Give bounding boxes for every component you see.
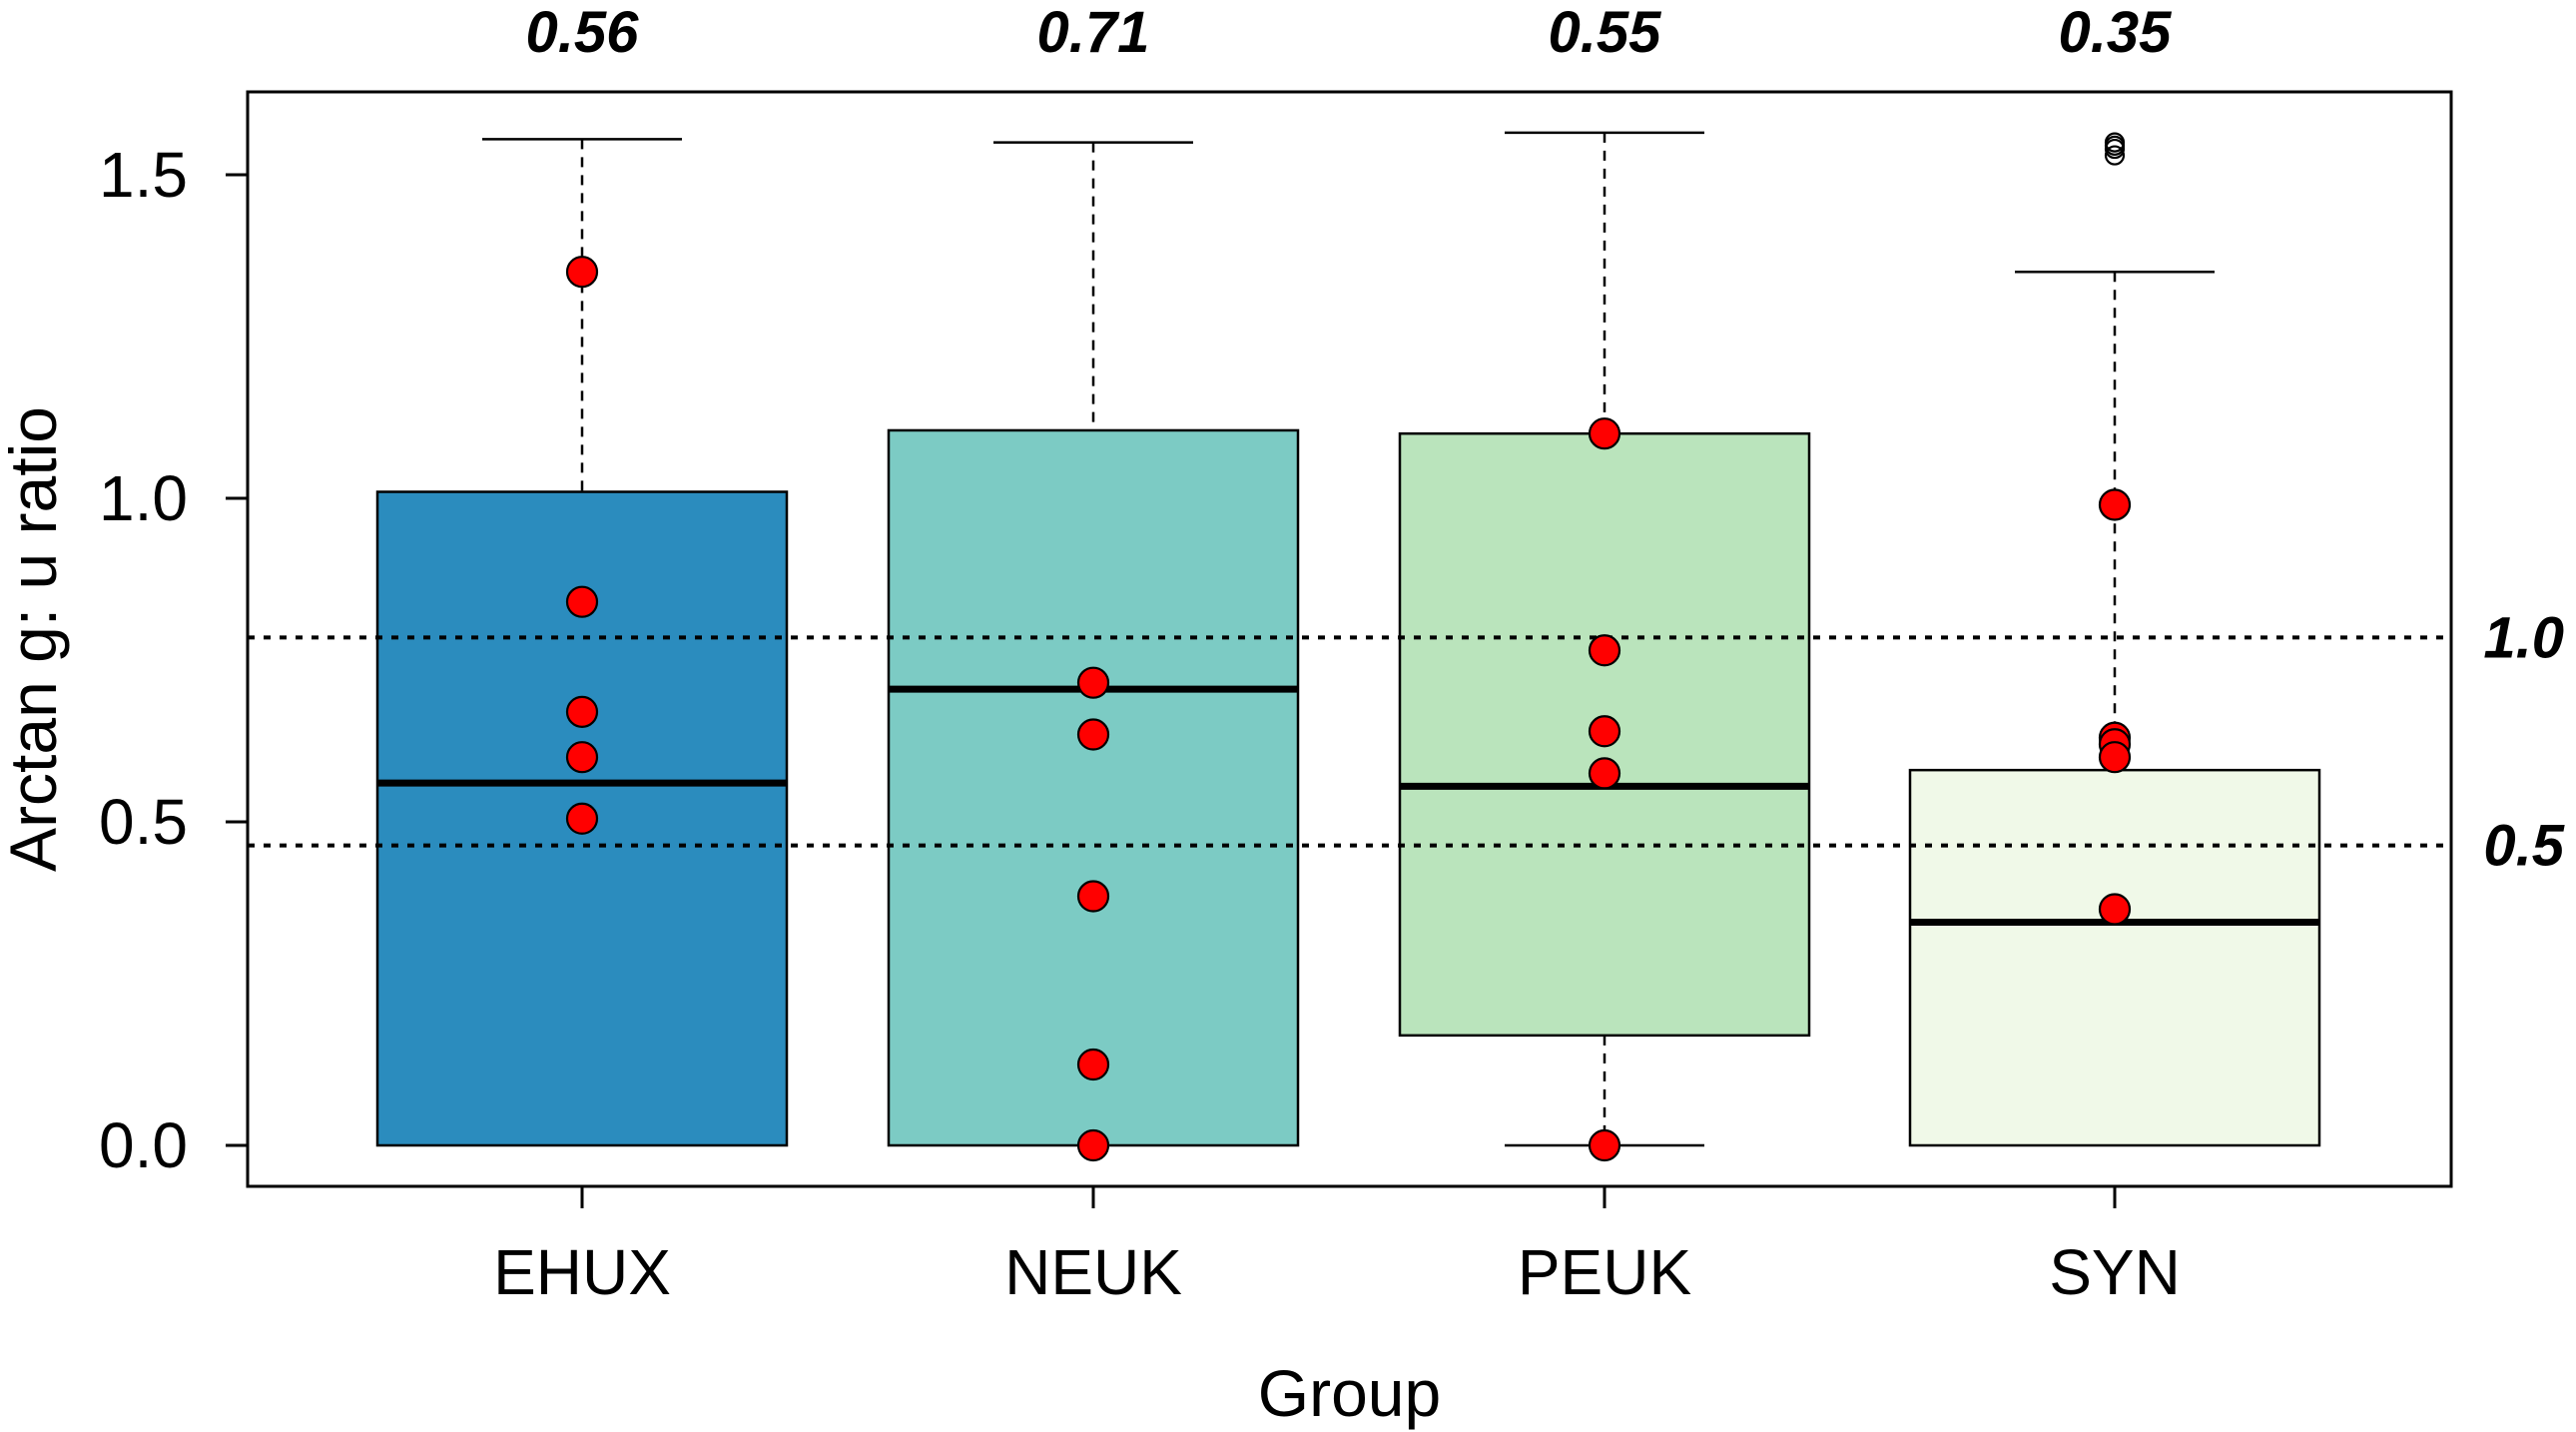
outlier-point xyxy=(2104,145,2126,166)
y-tick-label: 1.5 xyxy=(99,139,188,211)
data-point xyxy=(565,695,599,728)
median-label: 0.56 xyxy=(526,0,640,65)
data-point xyxy=(1076,1048,1110,1081)
data-point xyxy=(565,741,599,774)
plot-frame xyxy=(246,90,2453,1188)
reference-line-label: 1.0 xyxy=(2483,605,2564,670)
data-point xyxy=(2098,741,2132,774)
data-point xyxy=(1588,715,1621,748)
outlier-point xyxy=(2104,132,2126,153)
data-point xyxy=(565,585,599,618)
data-point xyxy=(565,256,599,289)
x-tick-label: EHUX xyxy=(493,1236,671,1308)
x-axis-title: Group xyxy=(1258,1356,1441,1430)
box-syn xyxy=(1908,768,2321,1147)
y-tick-label: 0.5 xyxy=(99,786,188,858)
data-point xyxy=(1076,880,1110,913)
data-point xyxy=(1588,1128,1621,1162)
data-point xyxy=(1076,718,1110,751)
data-point xyxy=(1588,634,1621,667)
x-tick-label: NEUK xyxy=(1004,1236,1182,1308)
x-tick-label: SYN xyxy=(2049,1236,2181,1308)
median-labels-layer: 0.56 0.71 0.55 0.35 xyxy=(526,0,2173,65)
median-label: 0.71 xyxy=(1037,0,1150,65)
y-axis: 0.0 0.5 1.0 1.5 xyxy=(99,139,248,1181)
data-point xyxy=(1076,1128,1110,1162)
median-label: 0.55 xyxy=(1549,0,1662,65)
data-point xyxy=(1588,757,1621,790)
reference-line-label: 0.5 xyxy=(2483,814,2564,879)
data-point xyxy=(2098,893,2132,926)
data-point xyxy=(2098,488,2132,521)
boxes-layer xyxy=(375,131,2321,1147)
x-axis: EHUX NEUK PEUK SYN xyxy=(493,1186,2181,1308)
reference-lines-layer: 1.0 0.5 xyxy=(248,605,2565,879)
points-layer xyxy=(565,132,2132,1162)
data-point xyxy=(1588,417,1621,450)
y-tick-label: 0.0 xyxy=(99,1109,188,1181)
data-point xyxy=(565,802,599,835)
data-point xyxy=(1076,666,1110,699)
x-tick-label: PEUK xyxy=(1518,1236,1691,1308)
y-axis-title: Arctan g: u ratio xyxy=(0,406,70,872)
box-neuk xyxy=(887,428,1300,1147)
median-label: 0.35 xyxy=(2059,0,2173,65)
y-tick-label: 1.0 xyxy=(99,462,188,534)
